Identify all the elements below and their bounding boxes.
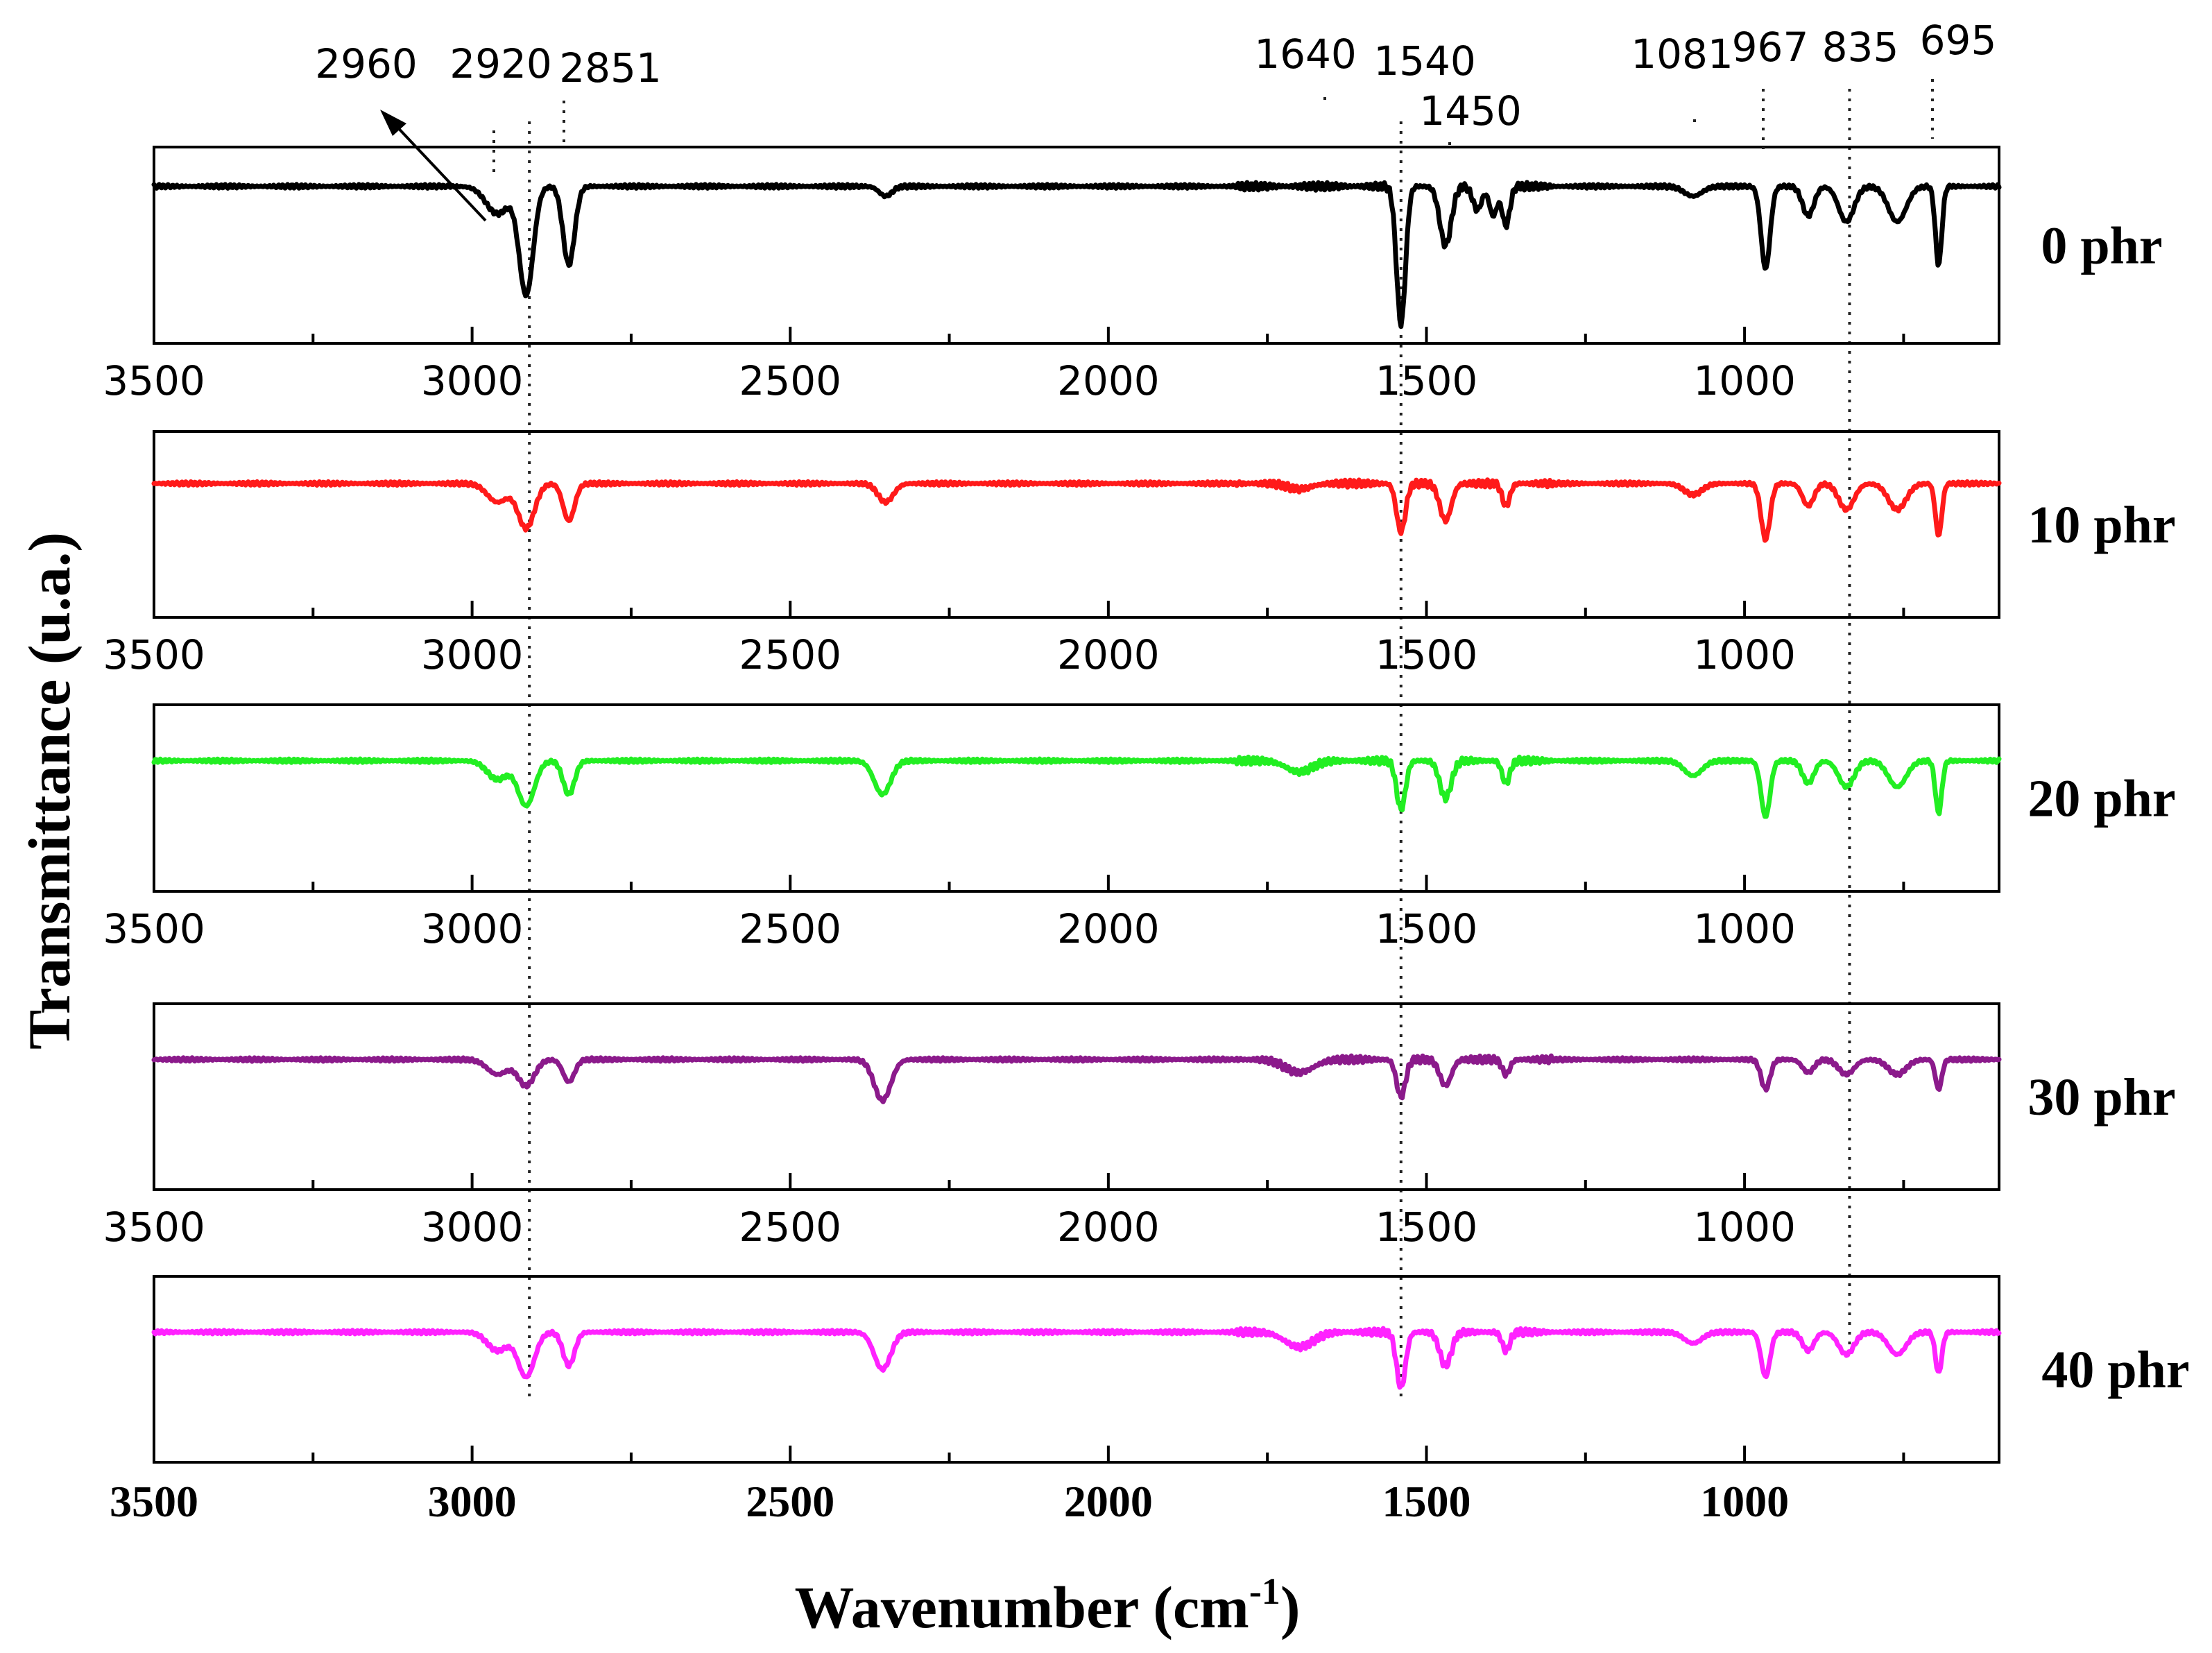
series-line bbox=[151, 754, 2002, 819]
x-tick-label: 1500 bbox=[1375, 357, 1478, 404]
peak-1540: 1540 bbox=[1373, 37, 1476, 85]
series-line bbox=[151, 1053, 2002, 1104]
x-tick-label: 2000 bbox=[1057, 1204, 1160, 1251]
x-axis-title-main: Wavenumber (cm bbox=[795, 1574, 1249, 1641]
x-tick-label: 2000 bbox=[1057, 357, 1160, 404]
x-tick-label: 1000 bbox=[1693, 631, 1796, 678]
arrow-head bbox=[380, 110, 406, 136]
x-tick-label: 3500 bbox=[103, 905, 205, 952]
x-tick-label: 3000 bbox=[421, 905, 524, 952]
peak-1081: 1081 bbox=[1631, 31, 1733, 125]
x-tick-label: 2500 bbox=[739, 1204, 841, 1251]
x-tick-label: 3000 bbox=[421, 631, 524, 678]
x-tick-label: 1000 bbox=[1693, 357, 1796, 404]
peak-2920: 2920 bbox=[449, 40, 552, 177]
peak-695: 695 bbox=[1920, 17, 1997, 139]
peak-label-text: 835 bbox=[1822, 24, 1899, 71]
guide-lines bbox=[528, 89, 1851, 1398]
panel-frame bbox=[153, 430, 2000, 619]
peak-label-text: 2851 bbox=[559, 44, 662, 92]
x-axis-title-end: ) bbox=[1280, 1574, 1301, 1641]
x-tick-label: 1000 bbox=[1700, 1477, 1789, 1526]
x-tick-label: 1500 bbox=[1375, 631, 1478, 678]
peak-1450: 1450 bbox=[1419, 87, 1522, 147]
peak-label-text: 967 bbox=[1732, 24, 1809, 71]
y-axis-title: Transmittance (u.a.) bbox=[16, 532, 83, 1050]
panel-30-phr: 3500 3000 2500 2000 1500 1000 30 phr bbox=[103, 1002, 2176, 1251]
peak-2851: 2851 bbox=[559, 44, 662, 146]
x-tick-label: 2000 bbox=[1064, 1477, 1153, 1526]
panel-label: 20 phr bbox=[2027, 770, 2175, 828]
x-tick-label: 2500 bbox=[746, 1477, 834, 1526]
x-tick-label: 1000 bbox=[1693, 905, 1796, 952]
peak-label-text: 2960 bbox=[315, 40, 418, 87]
panel-label: 30 phr bbox=[2027, 1068, 2175, 1127]
panel-label: 0 phr bbox=[2041, 217, 2162, 275]
peak-label-text: 1540 bbox=[1373, 37, 1476, 85]
x-tick-label: 3000 bbox=[428, 1477, 517, 1526]
panel-0-phr: 3500 3000 2500 2000 1500 1000 0 phr bbox=[103, 146, 2163, 404]
peak-label-text: 2920 bbox=[449, 40, 552, 87]
panel-label: 40 phr bbox=[2041, 1341, 2189, 1399]
peak-1640: 1640 bbox=[1254, 31, 1357, 104]
x-tick-label: 3500 bbox=[103, 1204, 205, 1251]
panel-frame bbox=[153, 146, 2000, 345]
series-line bbox=[151, 180, 2002, 329]
peak-2960: 2960 bbox=[315, 40, 487, 222]
x-tick-label: 1500 bbox=[1375, 905, 1478, 952]
x-tick-label: 1500 bbox=[1382, 1477, 1471, 1526]
x-tick-label: 3000 bbox=[421, 1204, 524, 1251]
x-tick-label: 2000 bbox=[1057, 905, 1160, 952]
panel-frame bbox=[153, 703, 2000, 893]
peak-label-text: 1081 bbox=[1631, 31, 1733, 78]
peak-label-text: 1640 bbox=[1254, 31, 1357, 78]
peak-label-text: 1450 bbox=[1419, 87, 1522, 135]
peak-arrow bbox=[391, 121, 487, 222]
x-tick-label: 2500 bbox=[739, 357, 841, 404]
peak-967: 967 bbox=[1732, 24, 1809, 149]
x-axis-title-sup: -1 bbox=[1249, 1570, 1280, 1612]
x-axis-title: Wavenumber (cm-1) bbox=[795, 1570, 1301, 1641]
panel-10-phr: 3500 3000 2500 2000 1500 1000 10 phr bbox=[103, 430, 2176, 678]
peak-835: 835 bbox=[1822, 24, 1899, 71]
panel-frame bbox=[153, 1002, 2000, 1191]
x-tick-label: 1500 bbox=[1375, 1204, 1478, 1251]
panels: 3500 3000 2500 2000 1500 1000 0 phr 3500 3000 250… bbox=[103, 146, 2190, 1526]
x-tick-label: 2500 bbox=[739, 631, 841, 678]
x-tick-label: 2000 bbox=[1057, 631, 1160, 678]
x-tick-label: 3000 bbox=[421, 357, 524, 404]
series-line bbox=[151, 477, 2002, 543]
panel-40-phr: 3500 3000 2500 2000 1500 1000 40 phr bbox=[110, 1275, 2190, 1526]
panel-label: 10 phr bbox=[2027, 496, 2175, 554]
x-tick-label: 2500 bbox=[739, 905, 841, 952]
panel-20-phr: 3500 3000 2500 2000 1500 1000 20 phr bbox=[103, 703, 2176, 952]
x-tick-label: 3500 bbox=[103, 631, 205, 678]
x-tick-label: 3500 bbox=[103, 357, 205, 404]
series-line bbox=[151, 1326, 2002, 1390]
x-tick-label: 3500 bbox=[110, 1477, 198, 1526]
x-tick-label: 1000 bbox=[1693, 1204, 1796, 1251]
peak-label-text: 695 bbox=[1920, 17, 1997, 64]
panel-frame bbox=[153, 1275, 2000, 1464]
